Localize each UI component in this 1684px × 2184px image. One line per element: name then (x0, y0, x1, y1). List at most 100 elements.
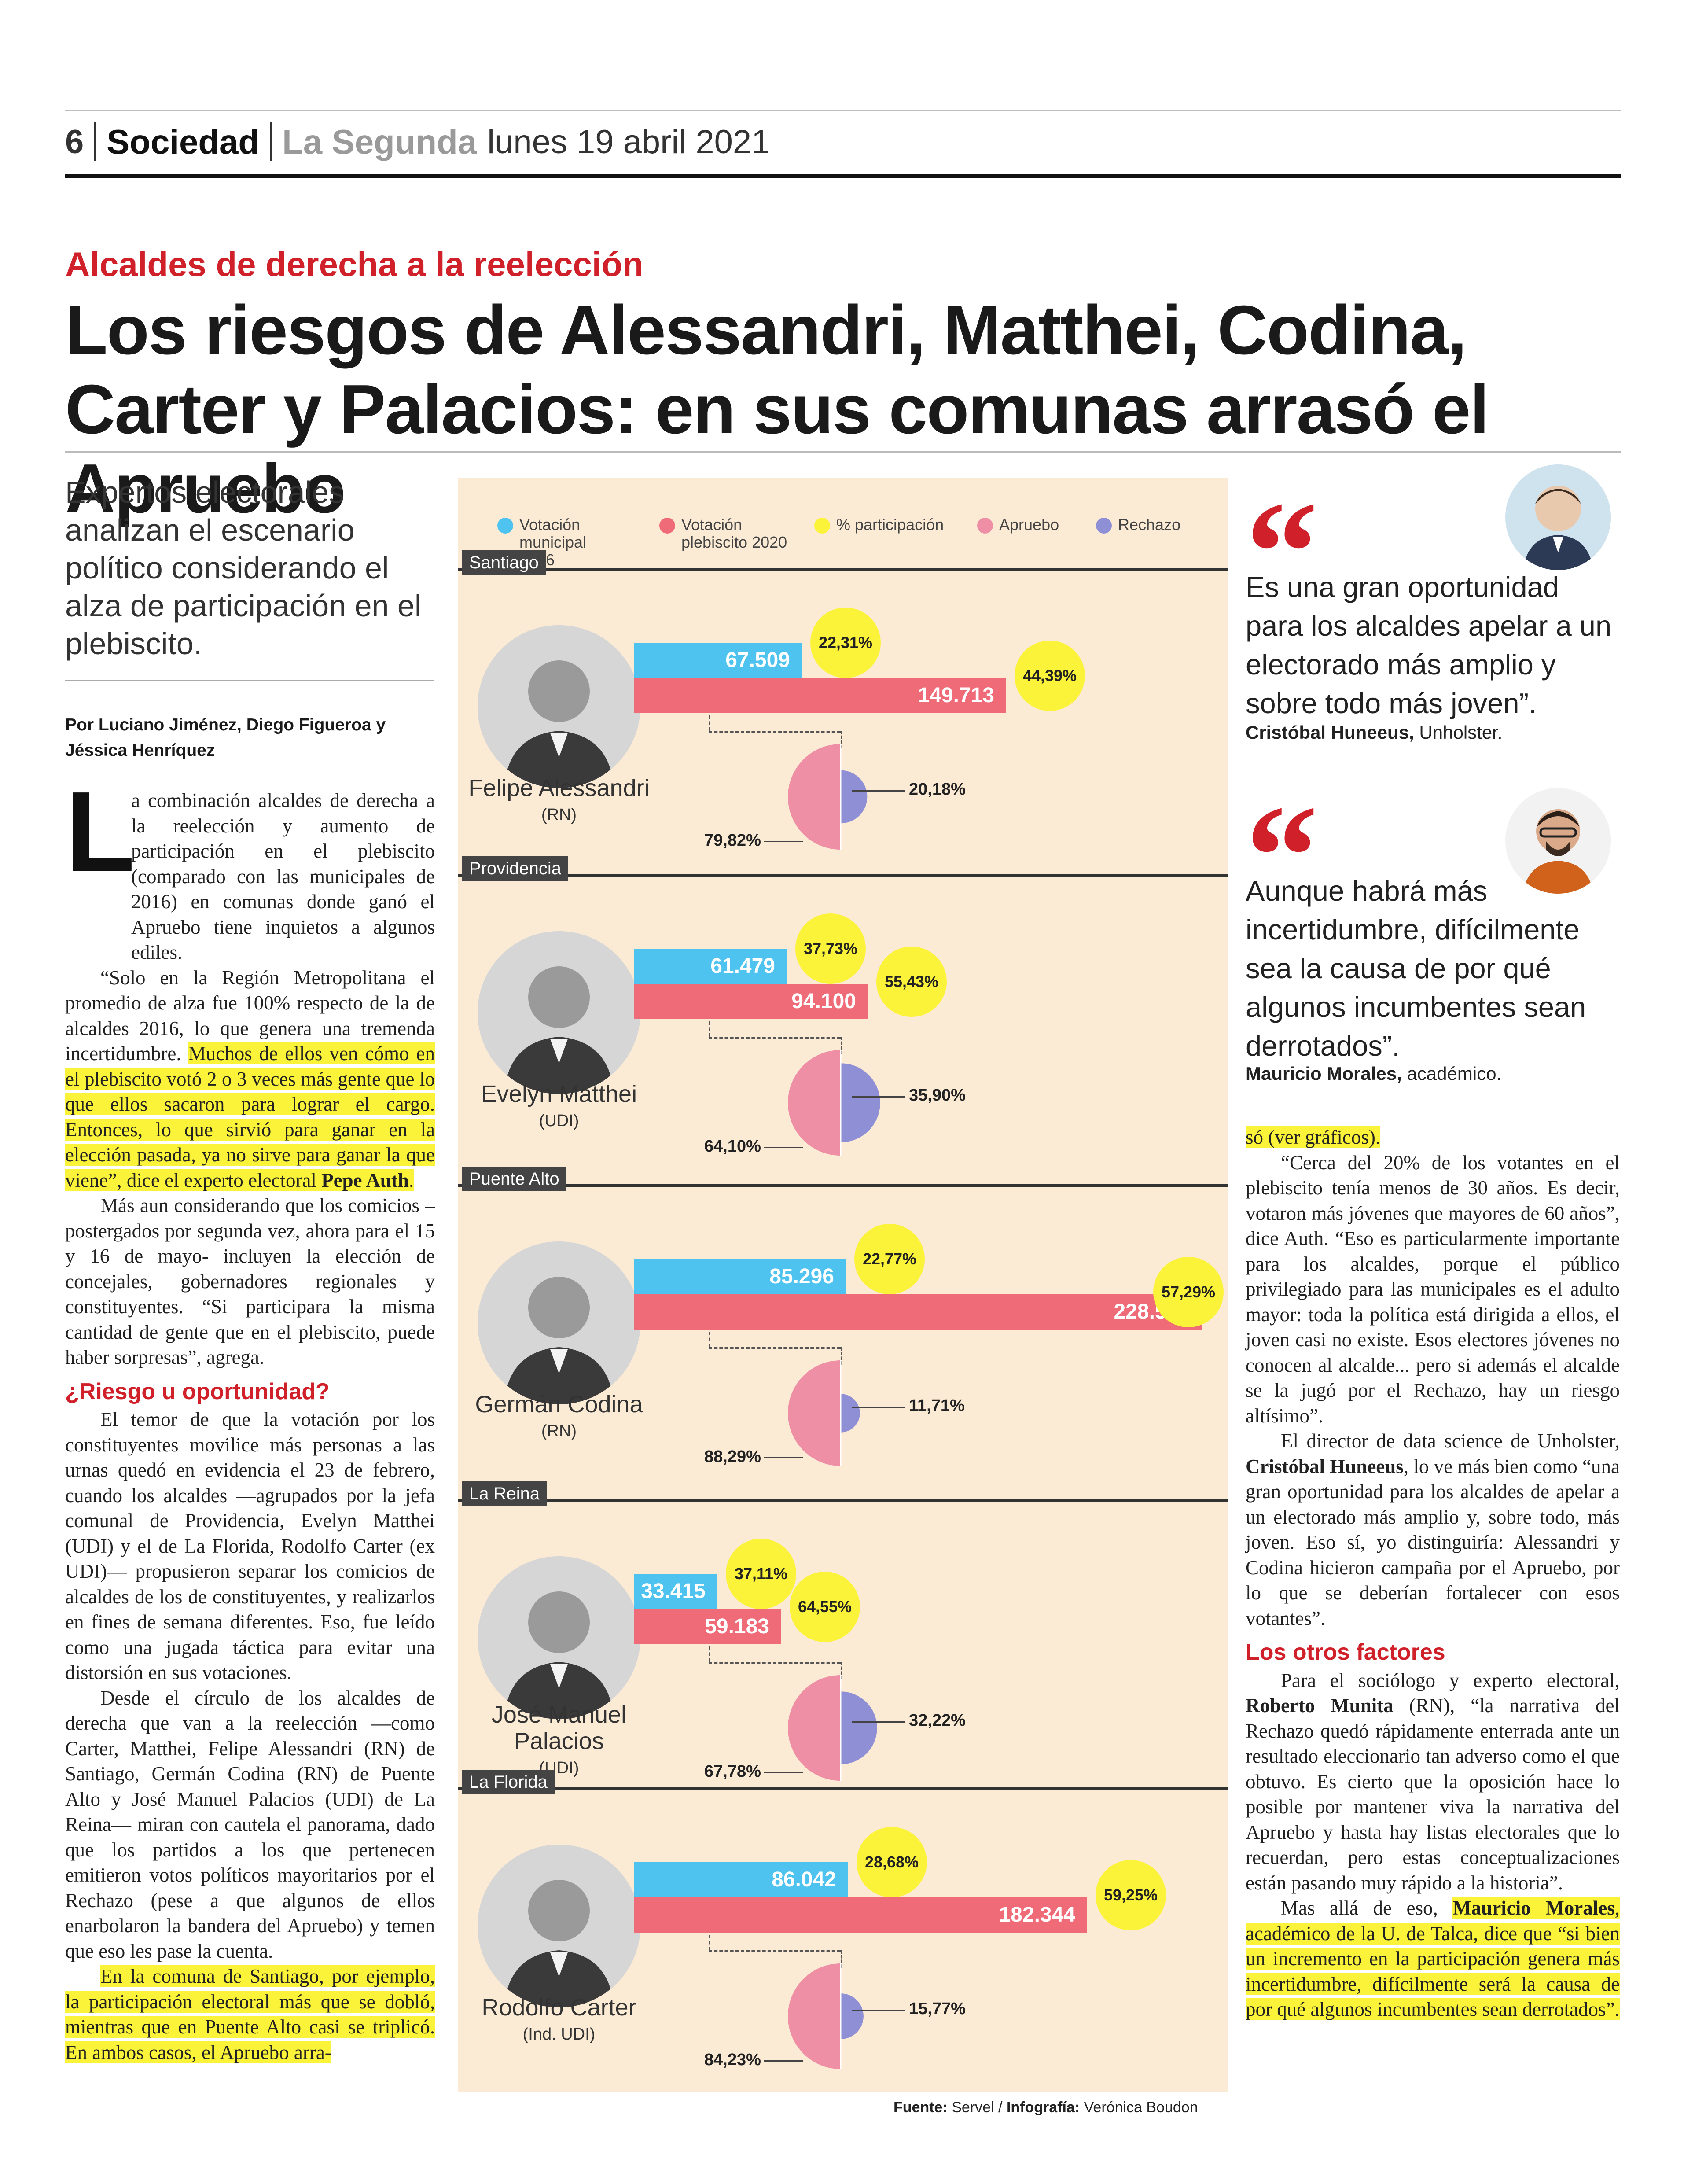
text-span: Muchos de ellos ven cómo en el plebiscit… (65, 1042, 435, 1191)
section-divider (458, 1499, 1228, 1502)
byline: Por Luciano Jiménez, Diego Figueroa y Jé… (65, 715, 386, 760)
rechazo-slice (841, 770, 868, 824)
participation-bubble-2020: 55,43% (876, 947, 947, 1017)
text-span: , académico de la U. de Talca, dice que … (1246, 1897, 1620, 2020)
article-paragraph: En la comuna de Santiago, por ejemplo, l… (65, 1964, 435, 2065)
section-divider (458, 568, 1228, 571)
rechazo-percent: 11,71% (909, 1396, 965, 1415)
leader-line (852, 790, 905, 792)
legend-swatch (497, 518, 513, 534)
article-paragraph: a combinación alcaldes de derecha a la r… (131, 789, 435, 963)
dashed-connector (709, 1347, 841, 1349)
subhead: Los otros factores (1246, 1639, 1445, 1665)
legend-swatch (814, 518, 830, 534)
header-divider (270, 122, 272, 161)
bar-municipal-2016: 33.415 (634, 1574, 717, 1609)
legend-item-apruebo: Apruebo (977, 516, 1059, 534)
dashed-connector (841, 1037, 842, 1054)
legend-label: Votación plebiscito 2020 (681, 516, 787, 551)
portrait-silhouette-icon (478, 1241, 640, 1404)
top-rule (65, 110, 1621, 111)
candidate-name: Rodolfo Carter (482, 1994, 636, 2021)
rechazo-percent: 35,90% (909, 1086, 966, 1105)
commune-label: La Reina (462, 1481, 547, 1506)
apruebo-slice (788, 1050, 841, 1156)
bar-plebiscito-2020: 59.183 (634, 1609, 781, 1644)
apruebo-percent: 84,23% (704, 2051, 761, 2069)
legend-item-rechazo: Rechazo (1096, 516, 1180, 534)
portrait-silhouette-icon (478, 1845, 640, 2007)
person-name: Mauricio Morales (1452, 1897, 1615, 1919)
apruebo-rechazo-pie (788, 744, 868, 850)
person-name: Pepe Auth (321, 1169, 409, 1191)
leader-line (764, 1147, 803, 1148)
text-span: El director de data science de Unholster… (1281, 1430, 1620, 1452)
candidate-name: José Manuel Palacios (491, 1702, 627, 1754)
text-span: (RN), “la narrativa del Rechazo quedó rá… (1246, 1694, 1620, 1894)
candidate-party: (RN) (541, 806, 577, 824)
page-header: 6 Sociedad La Segunda lunes 19 abril 202… (65, 115, 770, 168)
participation-bubble-2016: 22,77% (854, 1224, 925, 1294)
portrait-silhouette-icon (478, 625, 640, 788)
article-paragraph: Más aun considerando que los comicios –p… (65, 1194, 435, 1368)
source-credit: Fuente: Servel / Infografía: Verónica Bo… (893, 2099, 1198, 2116)
quote-attribution: Cristóbal Huneeus, Unholster. (1246, 722, 1503, 743)
legend-swatch (1096, 518, 1112, 534)
candidate-portrait (478, 625, 640, 788)
apruebo-rechazo-pie (788, 1050, 880, 1156)
candidate-party: (Ind. UDI) (522, 2025, 596, 2044)
participation-bubble-2016: 28,68% (857, 1827, 927, 1897)
bar-plebiscito-2020: 182.344 (634, 1897, 1087, 1933)
apruebo-percent: 79,82% (704, 831, 761, 850)
candidate-portrait (478, 1556, 640, 1719)
participation-bubble-2016: 37,11% (726, 1539, 796, 1609)
portrait-silhouette-icon (478, 1556, 640, 1719)
avatar (1505, 464, 1611, 570)
avatar (1505, 788, 1611, 894)
candidate-portrait (478, 1845, 640, 2007)
article-paragraph: “Solo en la Región Metropolitana el prom… (65, 965, 435, 1193)
rechazo-percent: 15,77% (909, 2000, 966, 2018)
highlighted-text: Muchos de ellos ven cómo en el plebiscit… (65, 1042, 435, 1191)
rechazo-slice (841, 1394, 860, 1433)
apruebo-slice (788, 1360, 841, 1466)
quote-attribution: Mauricio Morales, académico. (1246, 1063, 1501, 1084)
leader-line (764, 2060, 803, 2062)
text-span: “Solo en la Región Metropolitana el prom… (65, 966, 435, 1065)
legend-label: % participación (836, 516, 944, 534)
legend-swatch (659, 518, 675, 534)
rechazo-percent: 32,22% (909, 1711, 966, 1730)
rechazo-slice (841, 1063, 880, 1142)
deck: Expertos electorales analizan el escenar… (65, 475, 422, 661)
article-paragraph: El director de data science de Unholster… (1246, 1429, 1620, 1631)
apruebo-percent: 88,29% (704, 1447, 761, 1466)
dashed-connector (709, 1935, 710, 1950)
bar-plebiscito-2020: 94.100 (634, 984, 868, 1019)
rechazo-slice (841, 1993, 864, 2039)
pull-quote: Aunque habrá más incertidumbre, difícilm… (1246, 875, 1586, 1062)
quote-affiliation: académico. (1407, 1063, 1502, 1084)
dashed-connector (709, 715, 710, 731)
commune-label: Puente Alto (462, 1167, 566, 1191)
source-label: Fuente: (893, 2099, 948, 2116)
text-span: Mas allá de eso, (1281, 1897, 1438, 1919)
leader-line (764, 1772, 803, 1773)
leader-line (852, 2010, 905, 2011)
article-paragraph: Desde el círculo de los alcaldes de dere… (65, 1687, 435, 1962)
apruebo-rechazo-pie (788, 1963, 864, 2069)
quote-affiliation: Unholster. (1419, 722, 1503, 743)
dashed-connector (709, 731, 841, 733)
rechazo-percent: 20,18% (909, 780, 966, 799)
participation-bubble-2020: 59,25% (1096, 1860, 1166, 1930)
newspaper-brand: La Segunda (282, 122, 477, 161)
legend-label: Apruebo (999, 516, 1059, 534)
header-rule (65, 174, 1621, 178)
bar-municipal-2016: 61.479 (634, 949, 787, 984)
dashed-connector (709, 1037, 841, 1039)
commune-label: Santiago (462, 550, 546, 575)
apruebo-rechazo-pie (788, 1675, 877, 1781)
bar-municipal-2016: 67.509 (634, 643, 802, 678)
portrait-silhouette-icon (478, 931, 640, 1094)
leader-line (764, 1457, 803, 1458)
dashed-connector (709, 1662, 841, 1664)
